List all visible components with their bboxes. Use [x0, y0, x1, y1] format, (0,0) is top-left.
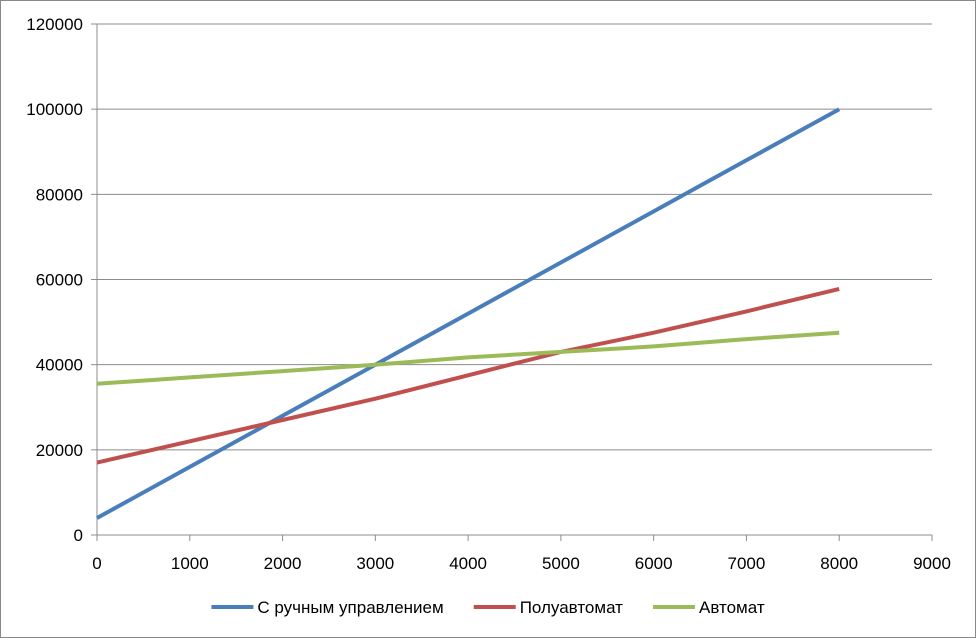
x-tick-label: 8000 — [820, 554, 858, 573]
legend-label-1: С ручным управлением — [257, 598, 443, 617]
y-tick-label: 40000 — [36, 356, 83, 375]
y-tick-label: 100000 — [26, 100, 83, 119]
x-tick-labels: 0 1000 2000 3000 4000 5000 6000 7000 8000 9000 — [92, 554, 951, 573]
series-line-3 — [96, 330, 840, 386]
series-layer — [96, 107, 841, 520]
y-tick-label: 20000 — [36, 441, 83, 460]
x-tick-label: 4000 — [449, 554, 487, 573]
y-tick-label: 120000 — [26, 15, 83, 34]
series-line-2 — [96, 286, 840, 465]
legend-label-2: Полуавтомат — [520, 598, 623, 617]
x-tick-label: 6000 — [635, 554, 673, 573]
y-tick-label: 80000 — [36, 185, 83, 204]
series-line-1 — [96, 107, 841, 520]
legend: С ручным управлением Полуавтомат Автомат — [211, 598, 765, 617]
y-tick-label: 60000 — [36, 271, 83, 290]
y-tick-labels: 0 20000 40000 60000 80000 100000 120000 — [26, 15, 83, 545]
x-tick-label: 9000 — [913, 554, 951, 573]
y-tick-label: 0 — [74, 526, 83, 545]
axis-layer — [91, 23, 933, 541]
x-tick-label: 5000 — [542, 554, 580, 573]
x-tick-label: 2000 — [264, 554, 302, 573]
x-tick-label: 0 — [92, 554, 101, 573]
grid-layer — [97, 23, 932, 451]
x-tick-label: 1000 — [171, 554, 209, 573]
x-tick-label: 3000 — [356, 554, 394, 573]
legend-label-3: Автомат — [699, 598, 765, 617]
x-tick-label: 7000 — [728, 554, 766, 573]
